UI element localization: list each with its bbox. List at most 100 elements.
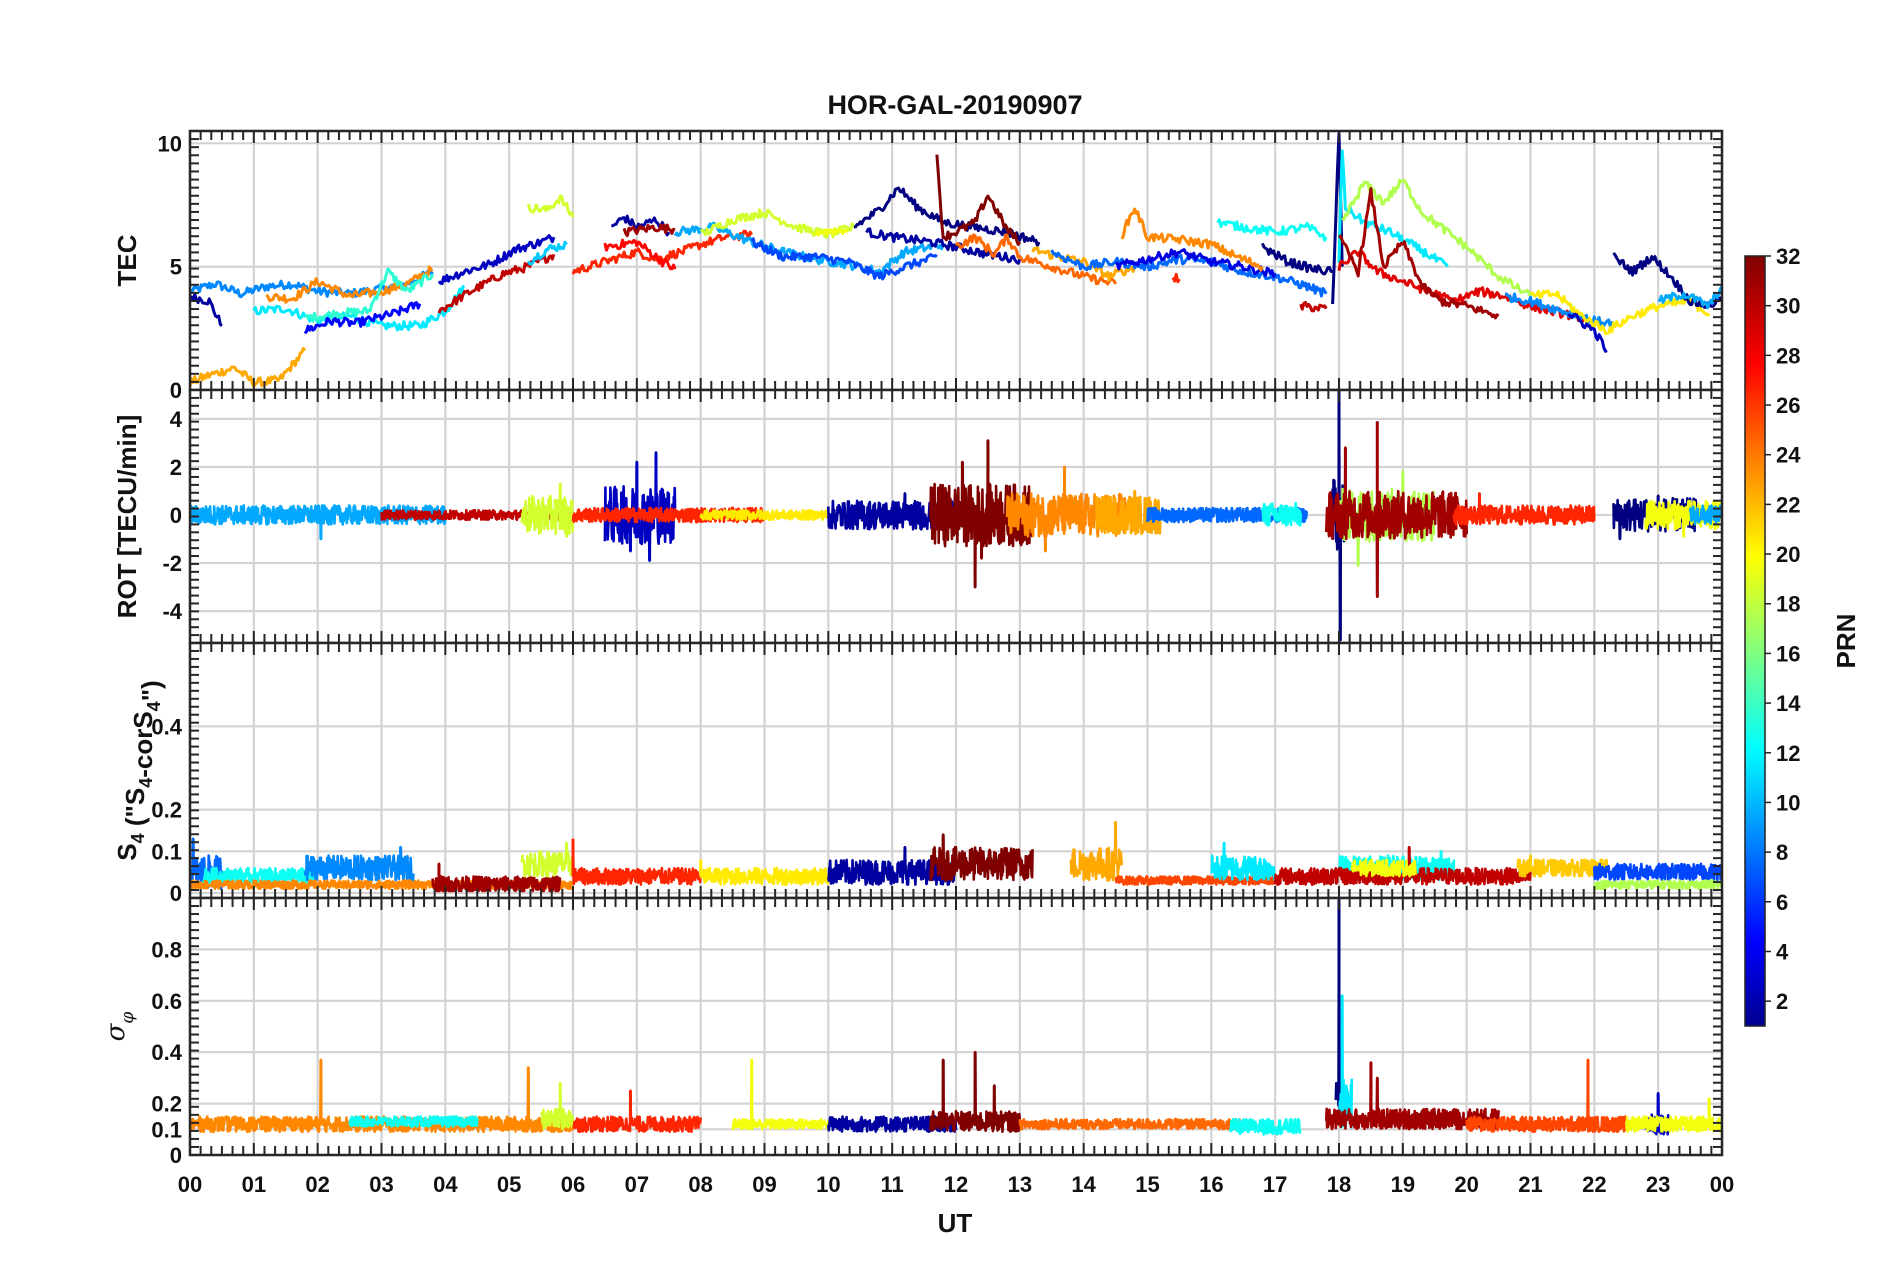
colorbar-tick-label: 8 bbox=[1776, 840, 1788, 865]
series-prn-27 bbox=[571, 1089, 702, 1134]
series-prn-7 bbox=[750, 237, 938, 281]
x-axis-label: UT bbox=[938, 1208, 973, 1238]
series-prn-31 bbox=[622, 223, 676, 238]
series-prn-19 bbox=[526, 194, 575, 218]
x-tick-label: 00 bbox=[178, 1172, 202, 1197]
series-prn-20 bbox=[731, 1058, 830, 1131]
series-prn-20 bbox=[1625, 1097, 1722, 1134]
x-tick-label: 00 bbox=[1710, 1172, 1734, 1197]
colorbar: 32 30 28 26 24 22 20 18 16 14 12 10 8 6 4 2 PRN bbox=[1744, 244, 1861, 1027]
x-tick-label: 23 bbox=[1646, 1172, 1670, 1197]
colorbar-label: PRN bbox=[1831, 614, 1861, 669]
y-axis-label: ROT [TECU/min] bbox=[112, 415, 142, 619]
colorbar-gradient bbox=[1744, 255, 1766, 1027]
y-axis-label: σφ bbox=[101, 1012, 138, 1042]
data-layer bbox=[190, 390, 1722, 642]
series-prn-31 bbox=[1337, 187, 1500, 320]
data-layer bbox=[190, 131, 1722, 388]
y-tick-label: 0 bbox=[170, 881, 182, 906]
series-prn-32 bbox=[935, 154, 1022, 246]
colorbar-tick-label: 20 bbox=[1776, 542, 1800, 567]
minor-ticks bbox=[189, 389, 1723, 644]
series-prn-25 bbox=[954, 233, 1117, 286]
colorbar-tick-label: 16 bbox=[1776, 641, 1800, 666]
series-prn-13 bbox=[1229, 1117, 1302, 1136]
series-prn-9 bbox=[303, 845, 415, 882]
x-tick-label: 14 bbox=[1071, 1172, 1096, 1197]
series-prn-13 bbox=[1261, 501, 1302, 527]
series-prn-2 bbox=[827, 845, 957, 886]
y-tick-label: 2 bbox=[170, 455, 182, 480]
panel-tec: 0 5 10 TEC bbox=[112, 129, 1724, 403]
y-tick-label: 0 bbox=[170, 503, 182, 528]
series-prn-14 bbox=[304, 267, 434, 323]
y-tick-label: 4 bbox=[170, 407, 183, 432]
series-prn-12 bbox=[1337, 149, 1449, 268]
series-prn-30 bbox=[1273, 845, 1532, 886]
series-prn-23 bbox=[1069, 820, 1124, 882]
y-tick-label: -2 bbox=[162, 551, 182, 576]
series-prn-24 bbox=[1120, 207, 1264, 272]
y-tick-label: -4 bbox=[162, 599, 182, 624]
x-tick-label: 05 bbox=[497, 1172, 521, 1197]
y-tick-label: 0 bbox=[170, 378, 182, 403]
x-tick-label: 20 bbox=[1454, 1172, 1478, 1197]
colorbar-tick-label: 2 bbox=[1776, 989, 1788, 1014]
series-prn-7 bbox=[1593, 862, 1722, 882]
series-prn-19 bbox=[520, 482, 575, 538]
x-tick-label: 18 bbox=[1327, 1172, 1351, 1197]
series-prn-22 bbox=[1516, 854, 1609, 878]
series-prn-13 bbox=[201, 866, 319, 886]
series-prn-24 bbox=[265, 265, 434, 304]
chart-title: HOR-GAL-20190907 bbox=[827, 90, 1082, 120]
panel-rot: -4 -2 0 2 4 ROT [TECU/min] bbox=[112, 388, 1724, 645]
series-prn-10 bbox=[1657, 285, 1722, 310]
colorbar-tick-label: 18 bbox=[1776, 592, 1800, 617]
x-tick-label: 08 bbox=[688, 1172, 712, 1197]
series-prn-1 bbox=[1261, 242, 1333, 276]
y-tick-label: 10 bbox=[158, 131, 182, 156]
panel-s4: 0 0.1 0.2 0.4S4 ("S4-corS4") bbox=[112, 641, 1724, 906]
x-tick-label: 11 bbox=[881, 1172, 904, 1197]
y-tick-label: 0.1 bbox=[151, 839, 182, 864]
x-tick-label: 13 bbox=[1008, 1172, 1032, 1197]
series-prn-21 bbox=[699, 508, 830, 522]
y-tick-label: 0 bbox=[170, 1143, 182, 1168]
series-prn-31 bbox=[431, 862, 562, 893]
series-prn-12 bbox=[1210, 841, 1277, 882]
series-prn-26 bbox=[1465, 1058, 1628, 1134]
x-tick-label: 06 bbox=[561, 1172, 585, 1197]
series-prn-27 bbox=[1452, 492, 1596, 526]
y-axis-label: S4 ("S4-corS4") bbox=[112, 680, 166, 860]
series-prn-23 bbox=[190, 347, 307, 388]
series-prn-20 bbox=[814, 227, 849, 237]
y-tick-label: 0.6 bbox=[151, 989, 182, 1014]
colorbar-tick-label: 4 bbox=[1776, 939, 1789, 964]
series-prn-28 bbox=[603, 238, 677, 271]
y-tick-label: 0.4 bbox=[151, 1040, 182, 1065]
series-prn-32 bbox=[929, 833, 1034, 882]
series-prn-20 bbox=[1350, 858, 1417, 878]
series-prn-29 bbox=[1337, 249, 1590, 323]
x-tick-label: 21 bbox=[1518, 1172, 1542, 1197]
y-tick-label: 5 bbox=[170, 255, 182, 280]
colorbar-tick-label: 24 bbox=[1776, 443, 1801, 468]
series-prn-25 bbox=[1018, 1117, 1245, 1131]
colorbar-tick-label: 28 bbox=[1776, 343, 1800, 368]
x-tick-label: 01 bbox=[242, 1172, 266, 1197]
series-prn-18 bbox=[1341, 178, 1532, 297]
series-prn-21 bbox=[1529, 289, 1711, 336]
series-prn-9 bbox=[190, 269, 434, 299]
colorbar-tick-label: 32 bbox=[1776, 244, 1800, 269]
x-tick-label: 16 bbox=[1199, 1172, 1223, 1197]
series-prn-2 bbox=[190, 292, 223, 327]
x-tick-label: 04 bbox=[433, 1172, 458, 1197]
colorbar-tick-label: 12 bbox=[1776, 741, 1800, 766]
colorbar-tick-label: 14 bbox=[1776, 691, 1801, 716]
series-prn-5 bbox=[303, 301, 422, 335]
x-tick-label: 10 bbox=[816, 1172, 840, 1197]
series-prn-27 bbox=[1171, 272, 1181, 284]
panel-sigmaphi: 00.10.2 0.4 0.6 0.8 σφ bbox=[101, 896, 1724, 1168]
